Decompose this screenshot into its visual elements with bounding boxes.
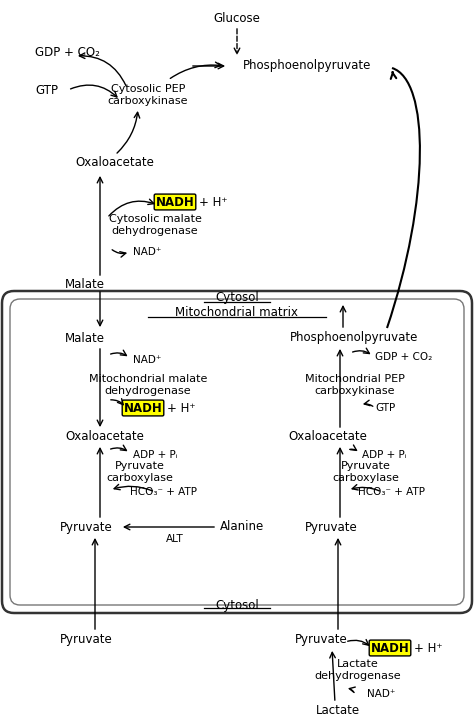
Text: Pyruvate: Pyruvate: [60, 521, 113, 533]
Text: NADH: NADH: [155, 195, 194, 208]
Text: HCO₃⁻ + ATP: HCO₃⁻ + ATP: [130, 487, 197, 497]
FancyBboxPatch shape: [10, 299, 464, 605]
Text: Mitochondrial matrix: Mitochondrial matrix: [175, 306, 299, 319]
Text: NADH: NADH: [124, 402, 163, 415]
Text: GTP: GTP: [35, 84, 58, 97]
Text: + H⁺: + H⁺: [199, 195, 228, 208]
Text: NAD⁺: NAD⁺: [133, 355, 161, 365]
Text: Mitochondrial PEP
carboxykinase: Mitochondrial PEP carboxykinase: [305, 374, 405, 396]
Text: ADP + Pᵢ: ADP + Pᵢ: [133, 450, 178, 460]
Text: Mitochondrial malate
dehydrogenase: Mitochondrial malate dehydrogenase: [89, 374, 207, 396]
Text: Cytosol: Cytosol: [215, 599, 259, 611]
FancyBboxPatch shape: [2, 291, 472, 613]
Text: Lactate
dehydrogenase: Lactate dehydrogenase: [315, 659, 401, 681]
Text: Lactate: Lactate: [316, 704, 360, 716]
Text: NAD⁺: NAD⁺: [133, 247, 161, 257]
Text: GDP + CO₂: GDP + CO₂: [375, 352, 432, 362]
Text: Phosphoenolpyruvate: Phosphoenolpyruvate: [243, 59, 371, 72]
Text: Pyruvate
carboxylase: Pyruvate carboxylase: [107, 461, 173, 483]
Text: + H⁺: + H⁺: [414, 642, 443, 654]
Text: Alanine: Alanine: [220, 521, 264, 533]
Text: NAD⁺: NAD⁺: [367, 689, 395, 699]
Text: Pyruvate: Pyruvate: [295, 634, 348, 647]
Text: ADP + Pᵢ: ADP + Pᵢ: [362, 450, 407, 460]
Text: + H⁺: + H⁺: [167, 402, 195, 415]
Text: Glucose: Glucose: [214, 11, 260, 24]
Text: GDP + CO₂: GDP + CO₂: [35, 46, 100, 59]
Text: HCO₃⁻ + ATP: HCO₃⁻ + ATP: [358, 487, 425, 497]
Text: Pyruvate: Pyruvate: [305, 521, 358, 533]
Text: Malate: Malate: [65, 332, 105, 344]
Text: Cytosolic malate
dehydrogenase: Cytosolic malate dehydrogenase: [109, 214, 201, 236]
Text: Cytosol: Cytosol: [215, 291, 259, 304]
Text: NADH: NADH: [371, 642, 410, 654]
Text: Oxaloacetate: Oxaloacetate: [288, 430, 367, 442]
Text: Phosphoenolpyruvate: Phosphoenolpyruvate: [290, 332, 419, 344]
Text: Pyruvate
carboxylase: Pyruvate carboxylase: [333, 461, 400, 483]
Text: Oxaloacetate: Oxaloacetate: [65, 430, 144, 442]
Text: Cytosolic PEP
carboxykinase: Cytosolic PEP carboxykinase: [108, 84, 188, 106]
Text: ALT: ALT: [166, 534, 184, 544]
Text: Oxaloacetate: Oxaloacetate: [75, 157, 154, 170]
Text: Malate: Malate: [65, 278, 105, 291]
Text: GTP: GTP: [375, 403, 395, 413]
Text: Pyruvate: Pyruvate: [60, 634, 113, 647]
